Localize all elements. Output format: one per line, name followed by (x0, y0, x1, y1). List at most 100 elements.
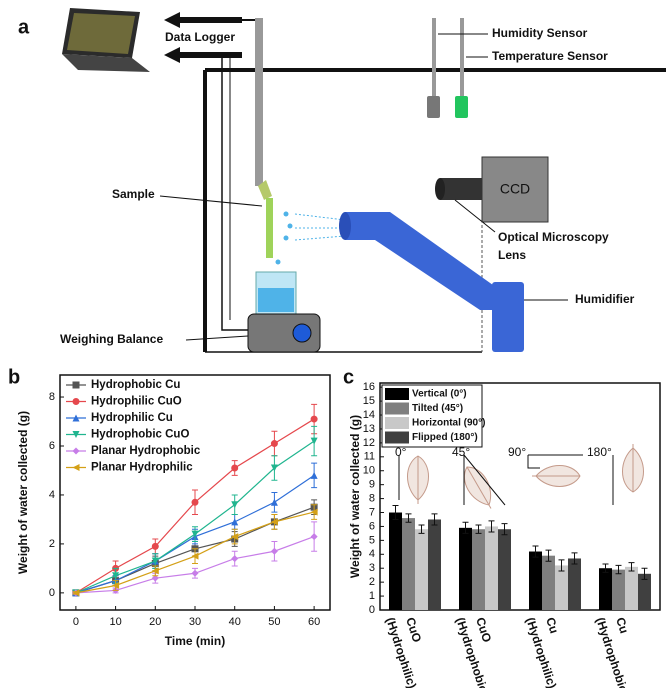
error-bar (392, 505, 399, 520)
y-axis-label: Weight of water collected (g) (16, 411, 30, 574)
x-tick-label: 20 (149, 616, 161, 628)
logger-arrows (164, 12, 255, 331)
data-point (231, 464, 239, 472)
data-point (270, 440, 278, 448)
data-point (191, 569, 199, 577)
y-tick-label: 4 (369, 548, 375, 560)
label: Temperature Sensor (492, 49, 608, 63)
error-bar (418, 524, 425, 534)
angle-label: 45° (452, 445, 470, 459)
data-point (191, 498, 199, 506)
y-tick-label: 2 (49, 538, 55, 550)
legend-swatch (385, 417, 409, 429)
data-point (310, 508, 318, 516)
data-point (310, 471, 318, 479)
y-tick-label: 3 (369, 562, 375, 574)
error-bar (462, 521, 469, 534)
label: Optical Microscopy (498, 230, 609, 244)
data-point (151, 557, 159, 565)
y-tick-label: 1 (369, 590, 375, 602)
panel-label: b (8, 366, 20, 388)
bar (529, 551, 542, 610)
error-bar (501, 523, 508, 536)
y-tick-label: 0 (369, 604, 375, 616)
y-tick-label: 5 (369, 534, 375, 546)
data-point (270, 464, 278, 472)
beaker (255, 271, 297, 315)
error-bar (545, 549, 552, 562)
legend-marker (72, 381, 80, 389)
legend-label: Flipped (180°) (412, 432, 478, 443)
legend-swatch (385, 388, 409, 400)
legend-swatch (385, 431, 409, 444)
angle-label: 180° (587, 445, 612, 459)
bar (428, 519, 441, 610)
legend-marker (72, 447, 80, 455)
data-point (310, 415, 318, 423)
error-bar (615, 564, 622, 575)
bar (612, 569, 625, 610)
data-point (72, 589, 80, 597)
data-point (112, 572, 120, 580)
label: Humidifier (575, 292, 635, 306)
error-bar (641, 567, 648, 580)
setup-diagram: a Data Logger Humidity Sensor Temperatur… (18, 8, 666, 353)
y-tick-label: 16 (363, 381, 375, 393)
laptop (62, 8, 150, 72)
panel-label: a (18, 16, 30, 38)
y-tick-label: 15 (363, 395, 375, 407)
label: Sample (112, 187, 155, 201)
label: Weighing Balance (60, 332, 163, 346)
legend-marker (72, 398, 80, 406)
data-point (151, 574, 159, 582)
y-axis-label: Weight of water collected (g) (348, 415, 362, 578)
legend-label: Hydrophilic CuO (91, 396, 182, 408)
legend-label: Hydrophilic Cu (91, 412, 173, 424)
balance (185, 313, 321, 353)
error-bar (488, 520, 495, 533)
error-bar (558, 559, 565, 572)
bar (625, 566, 638, 610)
bar (568, 558, 581, 610)
legend-label: Horizontal (90°) (412, 418, 485, 429)
y-tick-label: 8 (369, 492, 375, 504)
data-point (231, 533, 239, 541)
y-tick-label: 10 (363, 465, 375, 477)
x-tick-label: Cu (543, 616, 561, 636)
label: Lens (498, 248, 526, 262)
data-point (270, 498, 278, 506)
legend-marker (72, 431, 80, 438)
legend-label: Planar Hydrophobic (91, 445, 201, 457)
data-point (231, 501, 239, 509)
leaf-illustration (622, 444, 644, 493)
legend-label: Hydrophobic Cu (91, 379, 180, 391)
bar (638, 573, 651, 610)
leaf-illustration (407, 455, 429, 504)
x-tick-label: Cu (613, 616, 631, 636)
x-tick-label: 0 (73, 616, 79, 628)
bar (415, 529, 428, 610)
data-point (112, 582, 120, 590)
bar (402, 518, 415, 610)
leaf-illustration (463, 466, 492, 509)
bar (498, 529, 511, 610)
legend-label: Planar Hydrophilic (91, 462, 193, 474)
y-tick-label: 14 (363, 409, 375, 421)
bar (459, 527, 472, 610)
y-tick-label: 11 (364, 451, 375, 463)
error-bar (571, 552, 578, 565)
data-point (231, 555, 239, 563)
data-point (310, 437, 318, 445)
error-bar (602, 563, 609, 573)
angle-label: 90° (508, 445, 526, 459)
y-tick-label: 13 (363, 423, 375, 435)
y-tick-label: 2 (369, 576, 375, 588)
y-tick-label: 0 (49, 587, 55, 599)
data-point (270, 518, 278, 526)
line-chart: 0 2 4 6 8 Weight of water collected (g) 0 10 20 3… (16, 374, 331, 648)
data-point (151, 567, 159, 575)
data-point (310, 533, 318, 541)
error-bar (475, 524, 482, 534)
